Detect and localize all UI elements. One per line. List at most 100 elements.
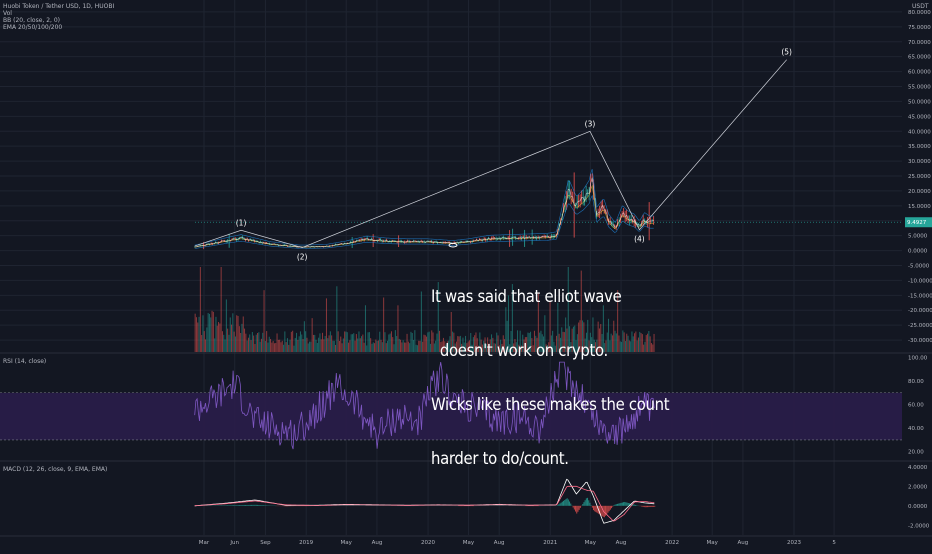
volume-bar <box>249 334 250 352</box>
ema-line <box>195 186 654 247</box>
volume-bar <box>200 267 201 352</box>
volume-bar <box>382 342 383 352</box>
macd-histogram-bar <box>580 506 581 508</box>
volume-bar <box>325 336 326 352</box>
volume-bar <box>378 341 379 352</box>
time-tick-label: May <box>341 540 353 546</box>
volume-bar <box>201 335 202 352</box>
volume-legend: Vol <box>3 10 12 17</box>
macd-histogram-bar <box>622 503 623 506</box>
rsi-tick-label: 40.00 <box>908 426 924 432</box>
price-tick-label: 35.0000 <box>908 144 931 150</box>
macd-histogram-bar <box>641 506 642 507</box>
macd-histogram-bar <box>261 505 262 506</box>
volume-bar <box>292 331 293 352</box>
price-tick-label: 30.0000 <box>908 159 931 165</box>
macd-histogram-bar <box>589 503 590 506</box>
price-tick-label: 70.0000 <box>908 40 931 46</box>
volume-bar <box>344 331 345 352</box>
macd-histogram-bar <box>582 504 583 506</box>
volume-bar <box>322 333 323 352</box>
macd-histogram-bar <box>593 506 594 510</box>
macd-histogram-bar <box>609 506 610 511</box>
time-tick-label: 2023 <box>787 540 801 546</box>
volume-bar <box>210 317 211 352</box>
volume-bar <box>342 343 343 352</box>
macd-histogram-bar <box>618 504 619 506</box>
volume-bar <box>334 341 335 352</box>
macd-histogram-bar <box>262 505 263 506</box>
volume-bar <box>283 345 284 352</box>
macd-histogram-bar <box>558 504 559 505</box>
macd-histogram-bar <box>616 504 617 506</box>
price-tag-label: 9.4927 <box>907 220 927 226</box>
volume-bar <box>381 340 382 352</box>
macd-histogram-bar <box>624 502 625 506</box>
volume-bar <box>286 342 287 352</box>
macd-histogram-bar <box>240 505 241 506</box>
volume-bar <box>383 297 384 352</box>
macd-histogram-bar <box>591 505 592 506</box>
volume-bar <box>297 340 298 352</box>
macd-histogram-bar <box>607 506 608 513</box>
volume-bar <box>413 340 414 352</box>
annotation-line: harder to do/count. <box>431 450 669 468</box>
macd-histogram-bar <box>253 505 254 506</box>
volume-bar <box>420 341 421 352</box>
macd-histogram-bar <box>570 504 571 506</box>
macd-histogram-bar <box>258 505 259 506</box>
volume-bar <box>219 323 220 352</box>
price-tick-label: 75.0000 <box>908 25 931 31</box>
price-tick-label: 45.0000 <box>908 114 931 120</box>
volume-bar <box>240 333 241 352</box>
volume-bar <box>377 341 378 352</box>
volume-bar <box>348 343 349 352</box>
macd-histogram-bar <box>621 503 622 506</box>
macd-histogram-bar <box>592 506 593 508</box>
volume-bar <box>202 315 203 352</box>
volume-bar <box>417 345 418 352</box>
volume-bar <box>332 341 333 352</box>
volume-bar <box>353 333 354 352</box>
volume-bar <box>241 324 242 352</box>
macd-tick-label: 2.0000 <box>908 484 928 490</box>
volume-bar <box>390 334 391 352</box>
macd-histogram-bar <box>244 505 245 506</box>
volume-bar <box>305 331 306 352</box>
volume-bar <box>256 335 257 352</box>
volume-bar <box>317 343 318 352</box>
volume-bar <box>418 341 419 352</box>
volume-bar <box>243 316 244 352</box>
volume-bar <box>269 337 270 352</box>
volume-bar <box>335 345 336 352</box>
annotation-line: Wicks like these makes the count <box>431 396 669 414</box>
macd-histogram-bar <box>238 505 239 506</box>
volume-bar <box>299 336 300 352</box>
macd-histogram-bar <box>595 506 596 512</box>
macd-histogram-bar <box>652 506 653 507</box>
macd-histogram-bar <box>246 505 247 506</box>
macd-histogram-bar <box>237 505 238 506</box>
volume-bar <box>239 326 240 352</box>
volume-bar <box>303 339 304 352</box>
macd-histogram-bar <box>563 501 564 506</box>
volume-bar <box>245 334 246 352</box>
macd-histogram-bar <box>229 505 230 506</box>
macd-histogram-bar <box>231 505 232 506</box>
volume-bar <box>396 336 397 352</box>
macd-histogram-bar <box>610 506 611 510</box>
volume-bar <box>235 336 236 352</box>
volume-bar <box>321 339 322 352</box>
volume-bar <box>254 344 255 352</box>
volume-bar <box>221 267 222 352</box>
volume-bar <box>362 335 363 352</box>
volume-bar <box>361 336 362 352</box>
volume-bar <box>209 314 210 352</box>
volume-bar <box>401 342 402 352</box>
volume-bar <box>345 332 346 352</box>
wave-label: (1) <box>236 218 247 227</box>
volume-bar <box>352 334 353 352</box>
volume-bar <box>273 341 274 352</box>
volume-bar <box>217 326 218 352</box>
volume-bar <box>330 331 331 352</box>
